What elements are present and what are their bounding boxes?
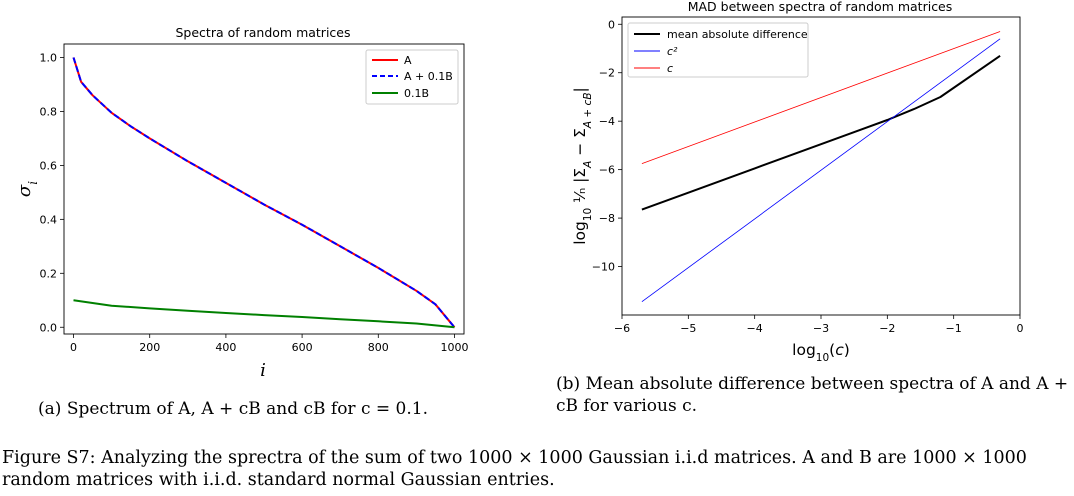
chart-a-series-a-0-1b-line <box>72 57 456 328</box>
caption-a-prefix: (a) <box>38 399 62 419</box>
chart-b-xlabel: log10(c) <box>792 341 850 364</box>
chart-b-xtick-label: −2 <box>879 322 895 335</box>
legend-c-label: c <box>667 62 673 75</box>
chart-a-xtick-label: 200 <box>139 341 160 354</box>
chart-a-ytick-label: 0.0 <box>40 321 58 334</box>
caption-b-text: Mean absolute difference between spectra… <box>556 374 1069 416</box>
caption-a: (a) Spectrum of A, A + cB and cB for c =… <box>38 398 498 420</box>
chart-b-xtick-label: −4 <box>747 322 763 335</box>
figure-caption: Figure S7: Analyzing the sprectra of the… <box>2 448 1027 490</box>
chart-a-lines <box>72 57 456 329</box>
caption-b: (b) Mean absolute difference between spe… <box>556 373 1072 417</box>
chart-b-ticks: −6 −5 −4 −3 −2 −1 00−2−4−6−8−10 <box>592 18 1024 335</box>
chart-b-xtick-label: −6 <box>614 322 630 335</box>
chart-a-ylabel: σi <box>14 181 40 197</box>
chart-a-xtick-label: 800 <box>368 341 389 354</box>
chart-b-title: MAD between spectra of random matrices <box>688 0 953 14</box>
chart-b-series-mean-absolute-difference-line <box>641 54 1001 211</box>
chart-a-ytick-label: 0.2 <box>40 267 58 280</box>
chart-a-legend: A A + 0.1B 0.1B <box>365 49 459 105</box>
chart-b-xtick-label: 0 <box>1017 322 1024 335</box>
chart-b-ytick-label: −2 <box>599 67 615 80</box>
chart-b-ytick-label: −4 <box>599 115 615 128</box>
chart-a-series-0-1b-line <box>73 299 455 329</box>
chart-a-plot-area <box>63 43 465 335</box>
chart-a-ytick-label: 0.8 <box>40 105 58 118</box>
chart-a-ytick-label: 0.6 <box>40 159 58 172</box>
chart-b-xtick-label: −5 <box>680 322 696 335</box>
spectrum-chart: Spectra of random matrices 0 200 400 600 800… <box>14 25 469 381</box>
chart-b-legend: mean absolute difference c² c <box>627 22 809 78</box>
chart-b-ytick-label: −6 <box>599 164 615 177</box>
chart-a-xtick-label: 400 <box>215 341 236 354</box>
chart-b-lines <box>641 31 1001 303</box>
chart-b-series-c-line <box>641 38 1001 303</box>
legend-aplusb-label: A + 0.1B <box>404 70 453 83</box>
legend-c2-label: c² <box>667 45 678 58</box>
chart-a-title: Spectra of random matrices <box>175 25 350 40</box>
legend-b-label: 0.1B <box>404 87 429 100</box>
mad-chart: MAD between spectra of random matrices −… <box>571 0 1024 364</box>
chart-a-xtick-label: 600 <box>292 341 313 354</box>
chart-b-xtick-label: −3 <box>813 322 829 335</box>
chart-b-ylabel: log10 ¹⁄ₙ |ΣA − ΣA + cB| <box>571 87 594 245</box>
chart-b-series-c-line <box>641 31 1001 164</box>
chart-b-ytick-label: −8 <box>599 212 615 225</box>
caption-a-text: Spectrum of A, A + cB and cB for c = 0.1… <box>66 399 428 419</box>
chart-a-ytick-label: 0.4 <box>40 213 58 226</box>
chart-b-ytick-label: 0 <box>608 18 615 31</box>
chart-a-ytick-label: 1.0 <box>40 51 58 64</box>
chart-b-xtick-label: −1 <box>946 322 962 335</box>
chart-a-xtick-label: 1000 <box>440 341 468 354</box>
legend-mad-label: mean absolute difference <box>667 28 808 41</box>
chart-a-xtick-label: 0 <box>70 341 77 354</box>
caption-b-prefix: (b) <box>556 374 581 394</box>
chart-b-ytick-label: −10 <box>592 261 615 274</box>
chart-a-xlabel: i <box>260 360 266 381</box>
legend-a-label: A <box>404 54 412 67</box>
chart-a-ticks: 0 200 400 600 800 1000 0.0 0.2 0.4 0.6 0.8 1.0 <box>40 51 469 354</box>
chart-b-plot-area <box>621 16 1021 316</box>
